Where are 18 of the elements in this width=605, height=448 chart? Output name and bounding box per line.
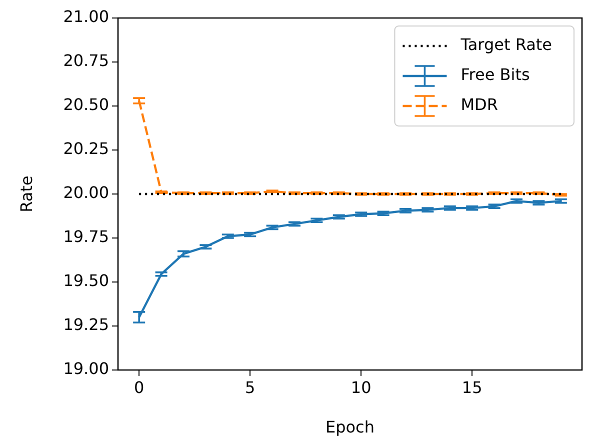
y-tick-label: 21.00: [63, 7, 109, 26]
y-tick-label: 19.50: [63, 271, 109, 290]
y-tick-label: 20.50: [63, 95, 109, 114]
y-tick-label: 19.75: [63, 227, 109, 246]
x-axis-title: Epoch: [326, 418, 374, 437]
y-tick-label: 20.25: [63, 139, 109, 158]
x-tick-label: 5: [245, 378, 256, 397]
x-tick-label: 0: [134, 378, 144, 397]
legend-label: Free Bits: [460, 65, 530, 84]
y-tick-label: 20.75: [63, 51, 109, 70]
x-tick-label: 15: [462, 378, 482, 397]
y-tick-label: 19.00: [63, 359, 109, 378]
legend-label: Target Rate: [460, 35, 552, 54]
y-axis-title: Rate: [16, 176, 36, 212]
x-tick-label: 10: [350, 378, 372, 397]
legend-label: MDR: [460, 95, 498, 114]
y-tick-label: 20.00: [63, 183, 109, 202]
y-tick-label: 19.25: [63, 315, 109, 334]
